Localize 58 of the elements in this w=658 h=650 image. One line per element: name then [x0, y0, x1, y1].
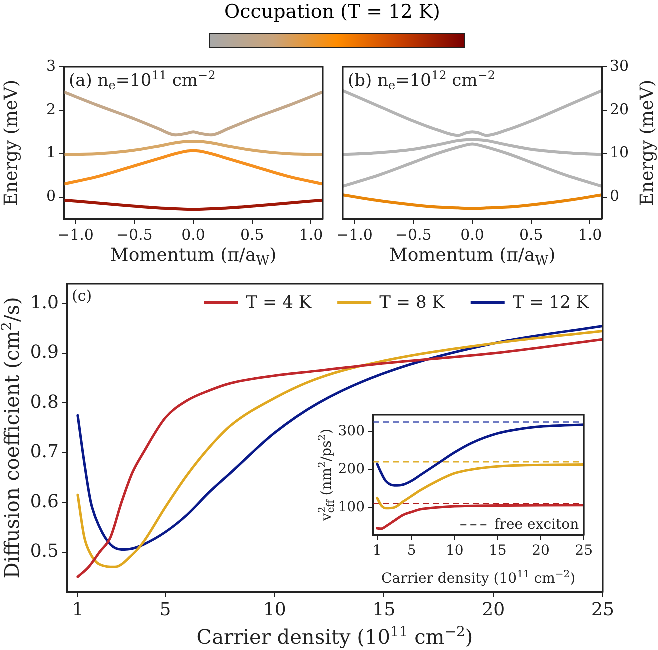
x-tick-label: 0.0: [182, 226, 206, 244]
x-tick-label: −1.0: [336, 226, 373, 244]
y-tick-label: 100: [338, 499, 365, 516]
line-series: [64, 149, 323, 186]
x-tick-label: 20: [482, 599, 506, 620]
y-tick-label: 0.9: [30, 342, 59, 364]
x-tick-label: 1: [72, 599, 84, 620]
y-axis-title: Energy (meV): [1, 80, 22, 206]
y2-tick-label: 30: [610, 56, 630, 75]
x-tick-label: 5: [407, 543, 416, 560]
line-series: [343, 194, 602, 210]
y-tick-label: 200: [338, 461, 365, 478]
y2-tick-label: 0: [610, 187, 620, 206]
x-tick-label: 25: [575, 543, 594, 560]
x-tick-label: 15: [372, 599, 396, 620]
line-series: [376, 463, 584, 510]
x-tick-label: 0.5: [240, 226, 264, 244]
x-tick-label: −0.5: [395, 226, 432, 244]
legend-label: T = 12 K: [512, 293, 590, 313]
y2-tick-label: 10: [610, 144, 630, 162]
x-tick-label: 10: [263, 599, 286, 620]
y-tick-label: 1.0: [30, 292, 59, 314]
y-tick-label: 1: [46, 144, 56, 162]
y-tick-label: 0.6: [30, 491, 59, 512]
line-series: [376, 424, 584, 487]
y-tick-label: 2: [46, 100, 56, 118]
x-tick-label: 15: [489, 543, 507, 560]
y-axis-title: v2eff (nm2/ps2): [318, 428, 338, 522]
x-tick-label: 0.5: [519, 226, 544, 244]
legend-label: T = 4 K: [246, 293, 312, 313]
y-tick-label: 0: [46, 187, 56, 206]
x-tick-label: 5: [160, 599, 172, 620]
x-tick-label: 1: [372, 543, 382, 560]
x-tick-label: −1.0: [58, 226, 94, 244]
line-series: [64, 198, 323, 211]
y-axis-title: Diffusion coefficient (cm2/s): [0, 297, 24, 579]
x-tick-label: 20: [532, 543, 550, 560]
y2-tick-label: 20: [610, 100, 630, 118]
line-series: [376, 504, 584, 530]
y-tick-label: 0.7: [30, 442, 59, 463]
y-tick-label: 3: [46, 56, 56, 75]
chart-title: (c): [72, 287, 92, 305]
line-series: [343, 142, 602, 188]
x-tick-label: −0.5: [116, 226, 153, 244]
legend-label: T = 8 K: [380, 293, 446, 313]
x-tick-label: 0.0: [460, 226, 484, 244]
x-tick-label: 1.0: [578, 226, 602, 244]
y-tick-label: 0.8: [30, 392, 59, 413]
y-tick-label: 300: [338, 423, 365, 440]
annotation: free exciton: [494, 517, 580, 533]
line-series: [343, 89, 602, 138]
x-tick-label: 1.0: [299, 226, 324, 244]
x-tick-label: 10: [446, 543, 464, 560]
line-series: [64, 140, 323, 156]
y2-axis-title: Energy (meV): [637, 80, 658, 206]
x-tick-label: 25: [592, 599, 614, 620]
color-bar-title: Occupation (T = 12 K): [224, 1, 442, 23]
line-series: [64, 90, 323, 137]
